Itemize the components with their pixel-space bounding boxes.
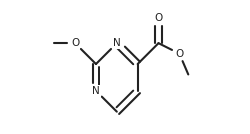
Text: O: O — [175, 49, 184, 59]
Text: N: N — [113, 38, 121, 48]
Text: O: O — [71, 38, 79, 48]
Text: O: O — [154, 13, 163, 23]
Text: N: N — [92, 86, 100, 96]
